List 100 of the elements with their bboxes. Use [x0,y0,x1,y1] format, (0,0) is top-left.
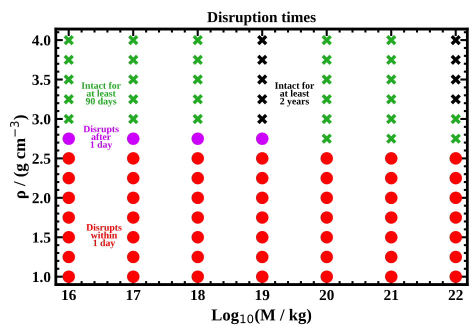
point [127,152,140,165]
point [62,211,75,224]
point [62,231,75,244]
x-tick-label: 18 [191,290,205,300]
point [256,152,268,165]
point [450,113,462,125]
point [128,94,139,105]
point [63,74,74,86]
point [256,211,268,224]
point [192,74,204,86]
point [63,54,74,66]
point [127,172,140,184]
point [385,172,398,184]
point [450,192,462,204]
point [63,94,74,105]
point [62,250,75,264]
point [127,192,140,204]
y-tick-label: 1.5 [33,232,50,243]
x-tick-label: 22 [448,290,463,300]
point [321,34,332,46]
point [385,192,398,204]
point [127,132,140,145]
point [127,211,140,224]
point [450,211,462,224]
point [320,270,333,283]
point [385,270,398,283]
y-tick-label: 2.5 [32,154,50,164]
point [385,231,398,244]
point [62,270,75,283]
point [450,270,462,283]
point [386,34,397,46]
point [385,211,398,224]
point [450,250,462,264]
point [192,132,204,145]
point [192,250,204,264]
y-tick-label: 3.5 [32,74,50,86]
point [192,231,204,244]
point [450,231,462,244]
point [450,133,462,144]
point [127,250,140,264]
point [256,192,268,204]
point [128,74,139,86]
chart-title: Disruption times [207,12,316,26]
point [450,172,462,184]
point [450,74,462,86]
point [62,132,75,145]
annotation: Disrupts after 1 day [83,125,119,150]
point [386,74,397,86]
y-tick-label: 4.0 [32,35,50,46]
point [192,152,204,165]
point [386,113,397,125]
point [321,133,332,144]
point [192,34,204,46]
point [192,270,204,283]
point [320,211,333,224]
point [192,192,204,204]
annotation: Intact for at least 2 years [274,82,314,106]
point [62,192,75,204]
point [320,250,333,264]
point [128,113,139,125]
y-tick-label: 3.0 [32,114,50,124]
point [321,94,332,105]
point [320,152,333,165]
point [256,34,268,46]
point [385,152,398,165]
point [256,270,268,283]
point [62,172,75,184]
y-tick-label: 1.0 [33,272,50,282]
point [192,113,204,125]
point [321,74,332,86]
point [320,192,333,204]
point [192,94,204,105]
point [450,152,462,165]
point [127,231,140,244]
point [192,54,204,66]
point [256,94,268,105]
x-axis-title: Log$_{10}$(M / kg) [212,308,312,324]
point [63,34,74,46]
point [386,133,397,144]
point [63,113,74,125]
x-tick-label: 17 [126,290,140,300]
x-tick-label: 21 [384,290,398,300]
point [192,211,204,224]
point [450,34,462,46]
point [192,172,204,184]
point [256,113,268,125]
point [386,54,397,66]
annotation: Disrupts within 1 day [86,224,122,248]
point [62,152,75,165]
point [256,132,268,145]
point [256,54,268,66]
point [128,54,139,66]
point [256,231,268,244]
y-tick-label: 2.0 [32,192,50,204]
annotation: Intact for at least 90 days [82,82,121,106]
point [320,231,333,244]
point [127,270,140,283]
point [385,250,398,264]
x-tick-label: 20 [320,290,334,300]
point [450,94,462,105]
